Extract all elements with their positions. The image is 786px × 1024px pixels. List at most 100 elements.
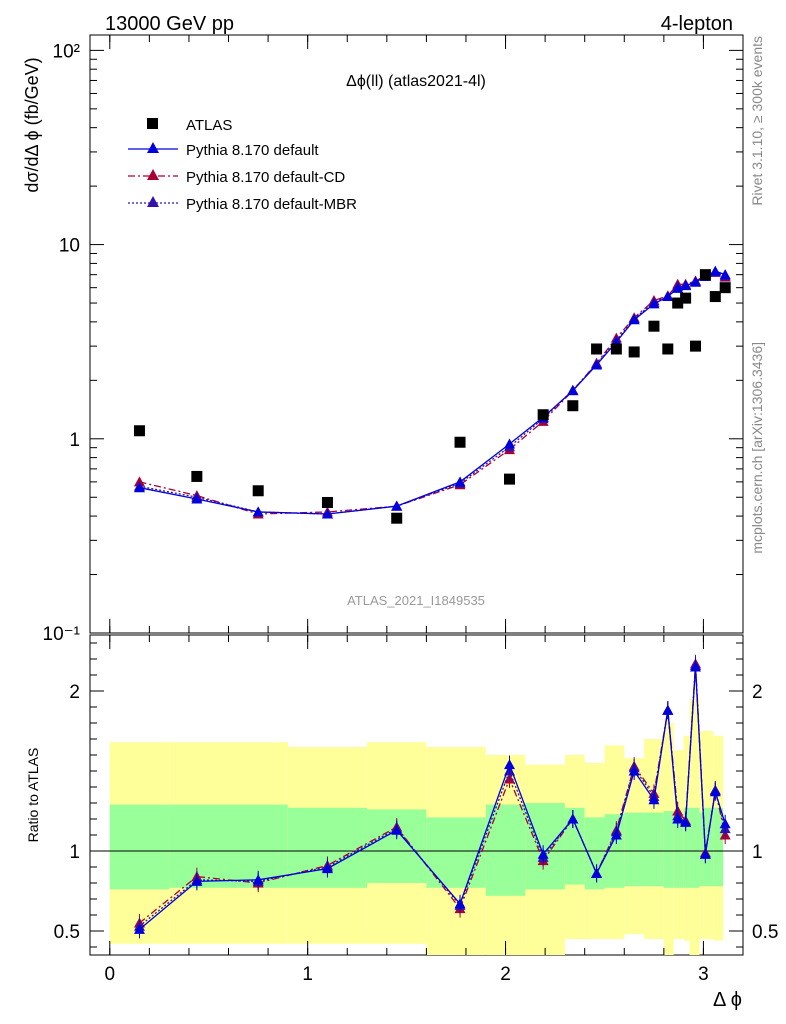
green-band-bin (584, 817, 605, 890)
header-process: 13000 GeV pp (105, 13, 234, 35)
atlas-data-point (672, 297, 684, 309)
series-point-1 (454, 476, 466, 487)
ratio-point-0 (321, 863, 333, 874)
atlas-data-point (191, 470, 203, 482)
ratio-point-0 (610, 829, 622, 840)
green-band-bin (644, 812, 664, 887)
atlas-data-point (391, 512, 403, 524)
analysis-watermark: ATLAS_2021_I1849535 (347, 593, 485, 608)
green-band-bin (109, 804, 170, 890)
series-line-1 (139, 270, 726, 515)
series-line-2 (139, 271, 726, 515)
green-band-bin (169, 804, 229, 888)
x-tick-label: 0 (104, 964, 115, 985)
ratio-point-0 (648, 794, 660, 805)
ratio-point-0 (662, 704, 674, 715)
ratio-tick-label: 2 (69, 682, 80, 703)
ratio-point-0 (672, 813, 684, 824)
x-tick-label: 2 (500, 964, 511, 985)
series-point-1 (504, 438, 516, 449)
legend-default-label: Pythia 8.170 default (186, 142, 319, 159)
series-point-1 (719, 269, 731, 280)
atlas-data-point (719, 282, 731, 294)
main-panel-frame (89, 34, 744, 634)
ratio-point-0 (391, 824, 403, 835)
series-point-1 (567, 385, 579, 396)
series-point-1 (709, 265, 721, 276)
green-band-bin (525, 803, 565, 890)
atlas-data-point (133, 425, 145, 437)
atlas-data-point (690, 340, 702, 352)
ratio-tick-label-right: 0.5 (752, 922, 778, 943)
atlas-data-point (321, 496, 333, 508)
ratio-point-0 (680, 816, 692, 827)
ratio-tick-label: 0.5 (54, 922, 80, 943)
mcplots-label: mcplots.cern.ch [arXiv:1306.3436] (749, 342, 765, 554)
atlas-data-point (610, 343, 622, 355)
atlas-data-point (662, 343, 674, 355)
ratio-tick-label-right: 1 (752, 842, 763, 863)
green-band-bin (699, 812, 704, 887)
legend-mbr-label: Pythia 8.170 default-MBR (186, 196, 357, 213)
ratio-point-0 (719, 818, 731, 829)
main-series (133, 265, 731, 524)
ratio-point-0 (628, 765, 640, 776)
green-band-bin (689, 807, 700, 888)
atlas-data-point (454, 436, 466, 448)
series-point-1 (662, 291, 674, 302)
x-axis-label: Δ ϕ (713, 989, 742, 1011)
green-band-bin (564, 807, 585, 885)
series-point-1 (680, 280, 692, 291)
ratio-line-0 (139, 666, 726, 930)
green-band-bin (713, 807, 724, 887)
ratio-point-0 (709, 786, 721, 797)
ratio-point-0 (690, 661, 702, 672)
ratio-axis-label: Ratio to ATLAS (25, 748, 41, 843)
legend-mbr-marker (147, 196, 159, 207)
ratio-panel-frame (89, 634, 744, 956)
legend-cd-label: Pythia 8.170 default-CD (186, 169, 345, 186)
atlas-data-point (504, 473, 516, 485)
ratio-point-0 (252, 874, 264, 885)
series-point-1 (648, 298, 660, 309)
series-line-3 (139, 271, 726, 515)
series-point-1 (191, 493, 203, 504)
y-axis-label: dσ/dΔ ϕ (fb/GeV) (22, 57, 42, 192)
atlas-data-point (628, 346, 640, 358)
plot-title: Δϕ(ll) (atlas2021-4l) (346, 73, 486, 90)
series-point-1 (672, 282, 684, 293)
y-tick-label: 10² (53, 41, 80, 62)
ratio-tick-label-right: 2 (752, 682, 763, 703)
series-point-1 (628, 314, 640, 325)
axes: 0 1 2 3 10⁻¹ 1 10 10² 0.5 0.5 1 1 2 2 (43, 35, 778, 985)
legend-atlas-marker (147, 118, 158, 129)
green-band-bin (703, 807, 714, 887)
y-tick-label: 10⁻¹ (43, 624, 81, 645)
rivet-label: Rivet 3.1.10, ≥ 300k events (749, 36, 765, 206)
green-band-bin (485, 804, 526, 896)
ratio-tick-label: 1 (69, 842, 80, 863)
legend-atlas-label: ATLAS (186, 117, 232, 134)
atlas-data-point (591, 343, 603, 355)
uncertainty-bands (90, 699, 743, 955)
ratio-point-0 (191, 875, 203, 886)
series-point-1 (133, 482, 145, 493)
series-point-1 (690, 276, 702, 287)
atlas-data-point (567, 400, 579, 412)
atlas-data-point (537, 409, 549, 421)
x-tick-label: 3 (698, 964, 709, 985)
y-tick-label: 10 (59, 236, 80, 257)
ratio-point-0 (504, 759, 516, 770)
series-point-1 (252, 506, 264, 517)
ratio-point-0 (567, 813, 579, 824)
x-tick-label: 1 (302, 964, 313, 985)
ratio-point-0 (591, 867, 603, 878)
atlas-data-point (699, 269, 711, 281)
legend-default-marker (147, 142, 159, 153)
ratio-series (133, 654, 731, 939)
green-band-bin (624, 812, 645, 887)
y-tick-label: 1 (69, 430, 80, 451)
series-point-1 (591, 359, 603, 370)
ratio-point-0 (537, 848, 549, 859)
